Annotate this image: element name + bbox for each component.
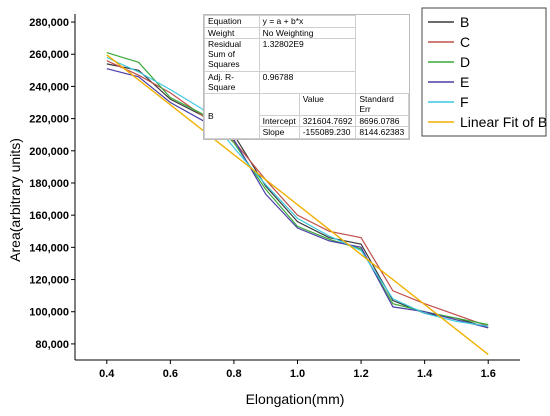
slope-value: -155089.230 (298, 126, 357, 139)
y-tick-label: 180,000 (29, 178, 69, 190)
series-line-f (106, 56, 489, 327)
x-tick-label: 0.6 (163, 368, 178, 380)
x-tick-label: 1.0 (290, 368, 305, 380)
legend-label: C (460, 34, 470, 50)
value-header: Value (298, 92, 357, 116)
y-axis-ticks: 80,000 100,000 120,000 140,000 160,000 180,00… (29, 17, 75, 351)
slope-err: 8144.62383 (355, 126, 409, 139)
weight-label: Weight (204, 26, 260, 40)
x-tick-label: 1.2 (353, 368, 368, 380)
x-axis-title: Elongation(mm) (246, 391, 345, 407)
linear-fit-line (106, 54, 489, 355)
legend-label: Linear Fit of B (460, 114, 547, 130)
stderr-header: Standard Err (355, 92, 409, 116)
slope-label: Slope (258, 126, 300, 139)
y-tick-label: 280,000 (29, 17, 69, 29)
series-line-e (106, 68, 489, 329)
legend-label: E (460, 74, 469, 90)
x-tick-label: 1.4 (417, 368, 433, 380)
y-tick-label: 260,000 (29, 49, 69, 61)
x-tick-label: 1.6 (481, 368, 496, 380)
intercept-err: 8696.0786 (355, 114, 409, 128)
equation-label: Equation (204, 15, 260, 28)
intercept-value: 321604.7692 (298, 114, 357, 128)
series-lines (106, 52, 489, 355)
r2-label: Adj. R-Square (204, 70, 260, 94)
y-tick-label: 140,000 (29, 242, 69, 254)
y-tick-label: 160,000 (29, 210, 69, 222)
r2-value: 0.96788 (258, 70, 357, 94)
legend-box (421, 7, 547, 137)
legend-label: F (460, 94, 469, 110)
empty-cell (258, 92, 300, 116)
regression-stats-table: Equation y = a + b*x Weight No Weighting… (203, 14, 410, 140)
x-axis-ticks: 0.4 0.6 0.8 1.0 1.2 1.4 1.6 (99, 360, 496, 380)
intercept-label: Intercept (258, 114, 300, 128)
y-axis-title: Area(arbitrary units) (7, 138, 23, 262)
y-tick-label: 200,000 (29, 146, 69, 158)
y-tick-label: 80,000 (35, 339, 69, 351)
y-tick-label: 240,000 (29, 81, 69, 93)
rss-label: Residual Sum of Squares (204, 38, 260, 72)
legend-label: B (460, 14, 469, 30)
weight-value: No Weighting (258, 26, 357, 40)
y-tick-label: 120,000 (29, 275, 69, 287)
x-tick-label: 0.8 (226, 368, 241, 380)
legend-label: D (460, 54, 470, 70)
series-label: B (204, 92, 260, 140)
x-tick-label: 0.4 (99, 368, 115, 380)
equation-value: y = a + b*x (258, 15, 357, 28)
rss-value: 1.32802E9 (258, 38, 357, 72)
y-tick-label: 220,000 (29, 114, 69, 126)
y-tick-label: 100,000 (29, 307, 69, 319)
